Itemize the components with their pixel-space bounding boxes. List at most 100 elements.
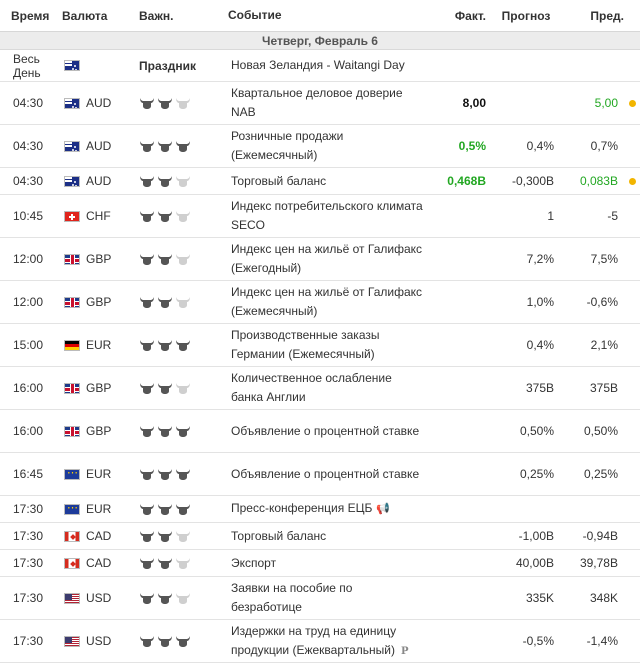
flag-gb-icon — [64, 296, 80, 308]
bull-icon — [175, 467, 191, 481]
bull-icon — [157, 467, 173, 481]
event-forecast: 375B — [525, 381, 554, 395]
header-previous[interactable]: Пред. — [590, 8, 624, 23]
event-title-text: Количественное ослабление банка Англии — [231, 371, 392, 404]
flag-de-icon — [64, 339, 80, 351]
event-currency: USD — [62, 591, 127, 605]
event-title[interactable]: Объявление о процентной ставке — [219, 465, 425, 484]
bull-icon — [139, 529, 155, 543]
event-row[interactable]: 17:30 CAD Экспорт 40,00B 39,78B — [0, 550, 640, 577]
event-title-text: Розничные продажи (Ежемесячный) — [231, 129, 344, 162]
event-title[interactable]: Количественное ослабление банка Англии — [219, 369, 425, 407]
event-forecast: 1 — [547, 209, 554, 223]
event-row[interactable]: 15:00 EUR Производственные заказы Германии… — [0, 324, 640, 367]
event-actual: 0,5% — [458, 139, 486, 153]
event-row[interactable]: 16:00 GBP Объявление о процентной ставке 0,… — [0, 410, 640, 453]
event-previous: 0,25% — [583, 467, 618, 481]
event-row[interactable]: 16:00 GBP Количественное ослабление банка … — [0, 367, 640, 410]
header-importance[interactable]: Важн. — [139, 8, 174, 23]
event-title-text: Объявление о процентной ставке — [231, 423, 420, 438]
event-row[interactable]: 17:30 EUR Пресс-конференция ЕЦБ📢 — [0, 496, 640, 523]
event-title[interactable]: Квартальное деловое доверие NAB — [219, 84, 425, 122]
event-title[interactable]: Объявление о процентной ставке — [219, 422, 425, 441]
event-time: 04:30 — [13, 139, 44, 153]
event-title[interactable]: Торговый баланс — [219, 527, 425, 546]
event-title[interactable]: Индекс потребительского климата SECO — [219, 197, 425, 235]
event-row[interactable]: 12:00 GBP Индекс цен на жильё от Галифакс … — [0, 238, 640, 281]
event-previous: 375B — [589, 381, 618, 395]
bull-icon — [175, 381, 191, 395]
event-actual: 8,00 — [462, 96, 486, 110]
event-row[interactable]: 04:30 AUD Розничные продажи (Ежемесячный) 0… — [0, 125, 640, 168]
event-title[interactable]: Производственные заказы Германии (Ежемес… — [219, 326, 425, 364]
event-importance — [127, 529, 219, 543]
event-title-text: Квартальное деловое доверие NAB — [231, 86, 403, 119]
event-importance — [127, 174, 219, 188]
alert-dot-icon[interactable] — [628, 99, 636, 107]
event-actual: 0,468B — [447, 174, 486, 188]
event-row[interactable]: 04:30 AUD Квартальное деловое доверие NAB 8… — [0, 82, 640, 125]
event-row[interactable]: 10:45 CHF Индекс потребительского климата … — [0, 195, 640, 238]
event-title-text: Торговый баланс — [231, 173, 327, 188]
header-currency[interactable]: Валюта — [62, 8, 108, 23]
event-importance — [127, 467, 219, 481]
event-title[interactable]: Новая Зеландия - Waitangi Day — [219, 56, 425, 75]
event-row[interactable]: 12:00 GBP Индекс цен на жильё от Галифакс … — [0, 281, 640, 324]
header-event[interactable]: Событие — [228, 8, 282, 22]
event-time: 17:30 — [13, 502, 44, 516]
bull-icon — [157, 338, 173, 352]
bull-icon — [139, 502, 155, 516]
event-currency: EUR — [62, 338, 127, 352]
table-header: Время Валюта Важн. Событие Факт. Прогноз… — [0, 0, 640, 32]
currency-code: EUR — [86, 502, 112, 516]
event-currency: USD — [62, 634, 127, 648]
event-row[interactable]: 16:45 EUR Объявление о процентной ставке 0,… — [0, 453, 640, 496]
event-time: 15:00 — [13, 338, 44, 352]
bull-icon — [139, 467, 155, 481]
bull-icon — [157, 252, 173, 266]
event-currency: AUD — [62, 96, 127, 110]
event-row[interactable]: 17:30 CAD Торговый баланс -1,00B -0,94B — [0, 523, 640, 550]
alert-dot-icon[interactable] — [628, 177, 636, 185]
bull-icon — [139, 209, 155, 223]
event-currency: EUR — [62, 502, 127, 516]
event-forecast: 0,4% — [526, 338, 554, 352]
event-title[interactable]: Заявки на пособие по безработице — [219, 579, 425, 617]
event-title[interactable]: Торговый баланс — [219, 172, 425, 191]
preliminary-marker: P — [400, 645, 409, 657]
event-title[interactable]: Издержки на труд на единицу продукции (Е… — [219, 622, 425, 661]
event-title-text: Производственные заказы Германии (Ежемес… — [231, 328, 380, 361]
event-currency: CAD — [62, 529, 127, 543]
event-importance — [127, 338, 219, 352]
event-title[interactable]: Розничные продажи (Ежемесячный) — [219, 127, 425, 165]
flag-au-icon — [64, 140, 80, 152]
event-currency: GBP — [62, 295, 127, 309]
event-row[interactable]: 17:30 USD Заявки на пособие по безработице… — [0, 577, 640, 620]
event-importance — [127, 502, 219, 516]
bull-icon — [157, 529, 173, 543]
bull-icon — [157, 96, 173, 110]
event-row[interactable]: 04:30 AUD Торговый баланс 0,468B -0,300B 0,08… — [0, 168, 640, 195]
event-previous: 348K — [589, 591, 618, 605]
event-title[interactable]: Пресс-конференция ЕЦБ 📢 — [219, 499, 425, 519]
event-title[interactable]: Экспорт — [219, 554, 425, 573]
event-title-text: Торговый баланс — [231, 528, 327, 543]
event-previous: 7,5% — [590, 252, 618, 266]
event-previous: -0,6% — [586, 295, 618, 309]
event-time: 10:45 — [13, 209, 44, 223]
event-previous: 0,50% — [583, 424, 618, 438]
day-separator: Четверг, Февраль 6 — [0, 32, 640, 50]
event-row[interactable]: Весь День Праздник Новая Зеландия - Waitan… — [0, 50, 640, 82]
currency-code: USD — [86, 591, 112, 605]
bull-icon — [139, 556, 155, 570]
header-actual[interactable]: Факт. — [454, 8, 486, 23]
event-row[interactable]: 17:30 USD Издержки на труд на единицу прод… — [0, 620, 640, 663]
bull-icon — [139, 634, 155, 648]
header-time[interactable]: Время — [11, 8, 50, 23]
bull-icon — [157, 556, 173, 570]
event-title[interactable]: Индекс цен на жильё от Галифакс (Ежемеся… — [219, 283, 425, 321]
event-title-text: Индекс цен на жильё от Галифакс (Ежемеся… — [231, 285, 423, 318]
event-title[interactable]: Индекс цен на жильё от Галифакс (Ежегодн… — [219, 240, 425, 278]
header-forecast[interactable]: Прогноз — [501, 8, 551, 23]
bull-icon — [157, 424, 173, 438]
